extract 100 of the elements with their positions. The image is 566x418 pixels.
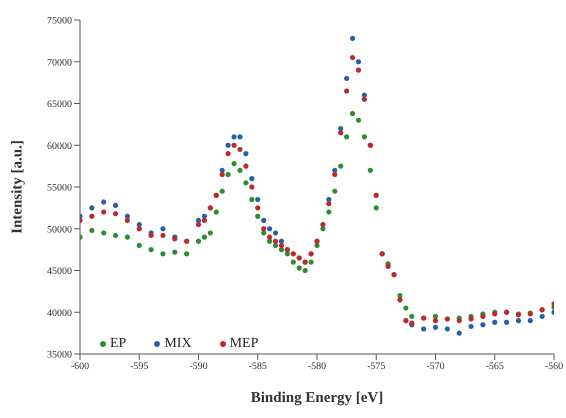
point — [243, 180, 248, 186]
point — [350, 36, 356, 41]
y-tick-label: 50000 — [47, 224, 72, 236]
point — [237, 146, 243, 152]
point — [89, 214, 94, 219]
point — [160, 226, 166, 232]
x-tick-label: -590 — [189, 361, 208, 372]
point — [261, 226, 266, 232]
point — [432, 324, 438, 330]
y-tick-label: 75000 — [47, 16, 72, 27]
legend-label: MIX — [164, 336, 192, 351]
point — [326, 201, 332, 206]
point — [409, 314, 414, 320]
point — [249, 184, 254, 190]
point — [540, 314, 545, 320]
point — [344, 76, 350, 82]
x-tick-label: -575 — [367, 361, 386, 372]
x-tick-label: -580 — [308, 361, 326, 372]
y-axis-title: Intensity [a.u.] — [9, 140, 26, 234]
point — [112, 211, 118, 216]
x-tick-label: -560 — [544, 361, 564, 372]
x-tick-label: -585 — [248, 361, 267, 372]
point — [332, 172, 338, 178]
point — [468, 324, 474, 330]
point — [362, 134, 367, 140]
legend-label: EP — [110, 336, 126, 351]
x-tick-label: -600 — [70, 361, 90, 372]
point — [480, 322, 486, 328]
point — [492, 320, 498, 325]
point — [148, 247, 154, 252]
point — [338, 130, 344, 136]
point — [362, 96, 367, 102]
y-tick-label: 70000 — [47, 57, 72, 68]
point — [267, 226, 272, 232]
point — [290, 260, 296, 265]
point — [356, 59, 362, 64]
point — [255, 196, 260, 202]
point — [368, 168, 373, 173]
point — [249, 176, 254, 182]
point — [374, 205, 379, 210]
point — [243, 151, 248, 156]
point — [148, 232, 154, 238]
point — [231, 161, 237, 166]
point — [296, 265, 302, 271]
point — [350, 110, 356, 116]
point — [136, 242, 142, 248]
point — [160, 251, 166, 256]
point — [468, 316, 474, 322]
point — [101, 209, 106, 215]
point — [226, 172, 231, 178]
y-tick-label: 60000 — [47, 140, 72, 152]
y-tick-label: 65000 — [47, 99, 72, 110]
point — [456, 330, 462, 336]
point — [237, 134, 243, 140]
point — [504, 320, 510, 325]
point — [528, 318, 533, 324]
point — [226, 142, 231, 148]
x-axis-title: Binding Energy [eV] — [250, 390, 384, 406]
point — [332, 188, 338, 194]
point — [249, 196, 254, 202]
point — [332, 168, 338, 173]
point — [255, 205, 260, 210]
point — [344, 88, 350, 94]
point — [184, 251, 190, 256]
y-tick-label: 40000 — [47, 308, 72, 319]
point — [231, 142, 237, 148]
point — [124, 218, 130, 223]
point — [101, 199, 106, 205]
point — [356, 118, 362, 123]
point — [208, 230, 213, 236]
point — [516, 318, 522, 324]
point — [261, 218, 266, 223]
point — [196, 238, 202, 244]
point — [356, 68, 362, 73]
point — [226, 151, 231, 156]
point — [202, 218, 208, 223]
point — [160, 232, 166, 238]
point — [421, 326, 426, 332]
point — [338, 164, 344, 169]
point — [456, 318, 462, 324]
point — [214, 209, 219, 215]
point — [89, 205, 94, 210]
y-tick-label: 35000 — [47, 350, 72, 361]
point — [220, 188, 225, 194]
point — [302, 268, 308, 274]
x-tick-label: -595 — [130, 361, 148, 372]
point — [172, 250, 178, 255]
point — [112, 232, 118, 238]
point — [112, 202, 118, 208]
point — [231, 134, 237, 140]
point — [255, 214, 260, 219]
point — [243, 164, 248, 169]
x-tick-label: -565 — [486, 361, 504, 372]
point — [136, 226, 142, 232]
x-tick-label: -570 — [426, 361, 445, 372]
point — [196, 222, 202, 228]
point — [220, 172, 225, 178]
y-tick-label: 45000 — [47, 266, 72, 278]
point — [267, 234, 272, 240]
point — [272, 238, 278, 244]
